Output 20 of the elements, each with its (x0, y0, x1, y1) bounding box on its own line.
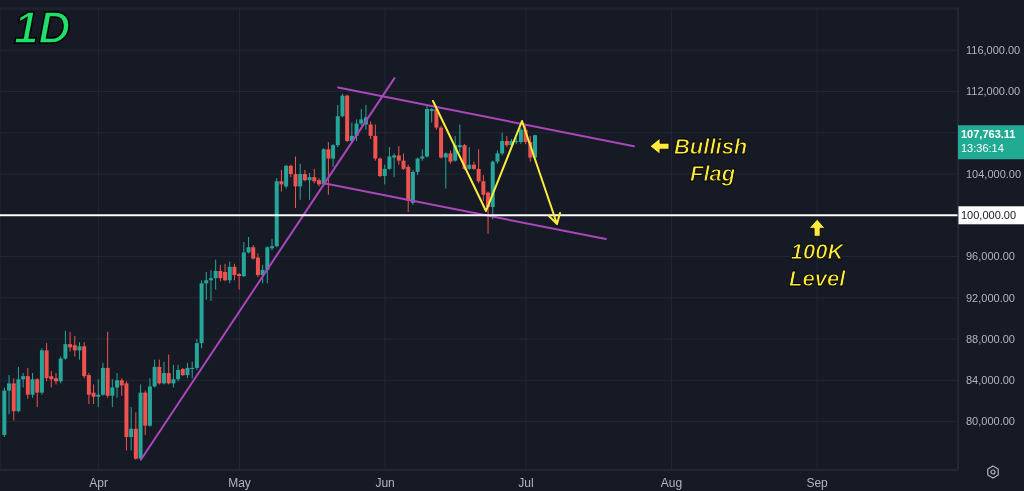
y-tick-label: 92,000.00 (966, 291, 1015, 304)
ref-line-label: 100,000.00 (961, 209, 1017, 222)
y-tick-label: 80,000.00 (966, 415, 1015, 428)
annotation: Bullish Flag (673, 134, 748, 187)
y-tick-label: 88,000.00 (966, 332, 1015, 345)
x-tick-label: May (228, 475, 251, 490)
x-tick-label: Aug (660, 475, 683, 490)
x-tick-label: Sep (806, 475, 829, 490)
annotation: 100K Level (788, 239, 847, 292)
x-tick-label: Jun (375, 475, 395, 490)
x-tick-label: Jul (518, 475, 534, 490)
y-tick-label: 116,000.00 (966, 44, 1021, 57)
y-tick-label: 84,000.00 (966, 374, 1015, 387)
text: 13:36:14 (961, 142, 1004, 155)
text: 107,763.11 (961, 128, 1016, 141)
y-tick-label: 104,000.00 (966, 167, 1022, 180)
x-tick-label: Apr (89, 475, 108, 490)
y-tick-label: 96,000.00 (966, 250, 1015, 263)
y-tick-label: 112,000.00 (966, 85, 1021, 98)
chart-title: 1D (14, 3, 71, 52)
